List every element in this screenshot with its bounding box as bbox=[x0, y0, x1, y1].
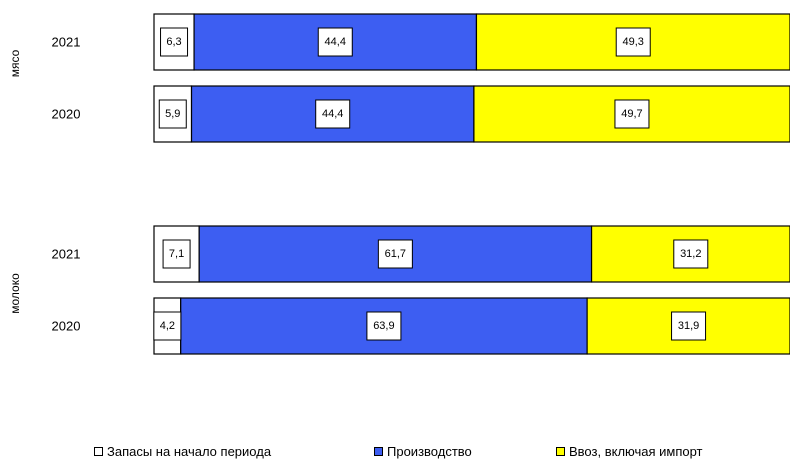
data-label-1-0: 5,9 bbox=[165, 108, 180, 120]
category-label-1: 2020 bbox=[52, 107, 81, 122]
legend-item-production: Производство bbox=[374, 444, 472, 459]
data-label-box-1-0 bbox=[158, 99, 187, 129]
data-label-box-0-2 bbox=[615, 27, 651, 57]
data-label-box-0-0 bbox=[160, 27, 189, 57]
data-label-box-3-0 bbox=[153, 311, 182, 341]
category-label-0: 2021 bbox=[52, 35, 81, 50]
data-label-1-1: 44,4 bbox=[322, 108, 343, 120]
legend-swatch-import bbox=[556, 447, 565, 456]
data-label-box-0-1 bbox=[317, 27, 353, 57]
data-label-box-3-2 bbox=[671, 311, 707, 341]
data-label-3-2: 31,9 bbox=[678, 320, 699, 332]
data-label-box-1-1 bbox=[315, 99, 351, 129]
legend-swatch-stocks bbox=[94, 447, 103, 456]
data-label-1-2: 49,7 bbox=[621, 108, 642, 120]
data-label-box-3-1 bbox=[366, 311, 402, 341]
category-label-3: 2020 bbox=[52, 319, 81, 334]
category-label-2: 2021 bbox=[52, 247, 81, 262]
data-label-2-2: 31,2 bbox=[680, 248, 701, 260]
data-label-2-0: 7,1 bbox=[169, 248, 184, 260]
legend-label-production: Производство bbox=[387, 444, 472, 459]
legend-label-stocks: Запасы на начало периода bbox=[107, 444, 272, 459]
group-label-1: молоко bbox=[8, 273, 22, 314]
legend-swatch-production bbox=[374, 447, 383, 456]
data-label-box-2-1 bbox=[377, 239, 413, 269]
data-label-0-0: 6,3 bbox=[166, 36, 181, 48]
legend-label-import: Ввоз, включая импорт bbox=[569, 444, 703, 459]
data-label-box-2-0 bbox=[162, 239, 191, 269]
group-label-0: мясо bbox=[8, 49, 22, 77]
data-label-0-1: 44,4 bbox=[325, 36, 346, 48]
data-label-3-0: 4,2 bbox=[160, 320, 175, 332]
data-label-0-2: 49,3 bbox=[623, 36, 644, 48]
legend-item-stocks: Запасы на начало периода bbox=[94, 444, 271, 459]
legend-item-import: Ввоз, включая импорт bbox=[556, 444, 703, 459]
chart-legend: Запасы на начало периода Производство Вв… bbox=[0, 444, 790, 461]
data-label-box-2-2 bbox=[673, 239, 709, 269]
data-label-box-1-2 bbox=[614, 99, 650, 129]
data-label-2-1: 61,7 bbox=[385, 248, 406, 260]
data-label-3-1: 63,9 bbox=[373, 320, 394, 332]
